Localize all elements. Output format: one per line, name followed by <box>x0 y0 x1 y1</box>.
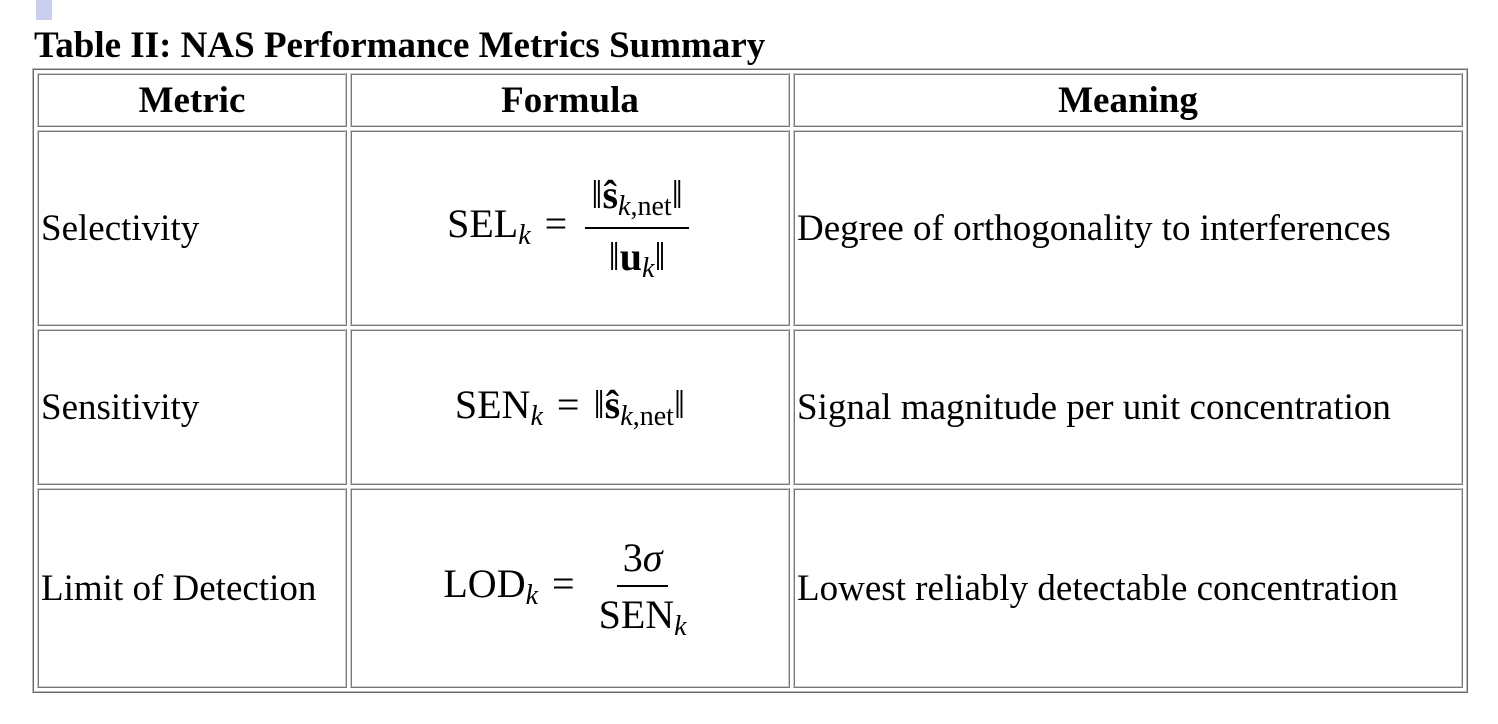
denominator: SENk <box>593 587 693 643</box>
denominator: ‖uk‖ <box>602 229 671 285</box>
formula-lhs: LODk <box>443 561 538 611</box>
table-row: Sensitivity SENk = ‖ŝk,net‖ Signal magnitude… <box>37 329 1463 485</box>
formula-equals: = <box>556 382 580 427</box>
fraction: 3σ SENk <box>593 534 693 643</box>
formula-part: k <box>518 220 531 252</box>
formula-part: k <box>620 401 633 432</box>
formula-part: 3 <box>622 534 643 580</box>
formula-part: σ <box>642 534 663 580</box>
formula-part: ‖ <box>671 172 683 217</box>
formula-rhs: ‖ŝk,net‖ <box>593 382 686 432</box>
formula-part: k <box>525 580 539 612</box>
formula-part: ‖ <box>593 382 605 427</box>
formula-equals: = <box>552 561 575 607</box>
numerator: 3σ <box>616 534 669 587</box>
formula-part: ‖ <box>654 234 666 279</box>
formula-part: u <box>619 234 642 279</box>
formula-cell: SENk = ‖ŝk,net‖ <box>350 329 790 485</box>
table: Metric Formula Meaning Selectivity SELk = ‖ŝk… <box>32 68 1468 693</box>
table-row: Selectivity SELk = ‖ŝk,net‖ ‖uk‖ Degree of or… <box>37 130 1463 326</box>
formula-part: SEN <box>454 382 531 427</box>
formula-lhs: SELk <box>447 201 531 251</box>
formula-part: ‖ <box>591 172 603 217</box>
meaning-cell: Degree of orthogonality to interferences <box>793 130 1463 326</box>
formula-part: ‖ <box>608 234 620 279</box>
formula-part: ,net <box>632 401 674 432</box>
formula-part: LOD <box>443 561 526 607</box>
formula-part: ŝ <box>604 382 621 427</box>
formula-part: k <box>530 401 543 432</box>
marker <box>36 0 52 20</box>
metric-cell: Selectivity <box>37 130 347 326</box>
table-body: Selectivity SELk = ‖ŝk,net‖ ‖uk‖ Degree of or… <box>37 130 1463 688</box>
meaning-cell: Signal magnitude per unit concentration <box>793 329 1463 485</box>
metric-cell: Sensitivity <box>37 329 347 485</box>
formula-part: SEN <box>598 591 675 637</box>
fraction: ‖ŝk,net‖ ‖uk‖ <box>585 171 689 285</box>
column-header: Meaning <box>793 73 1463 127</box>
formula-part: ŝ <box>602 172 619 217</box>
table-title: Table II: NAS Performance Metrics Summar… <box>34 25 766 66</box>
formula-part: SEL <box>447 201 519 247</box>
formula-part: k <box>641 253 655 284</box>
formula-part: k <box>674 610 687 642</box>
formula-part: ‖ <box>673 382 686 427</box>
header-row: Metric Formula Meaning <box>37 73 1463 127</box>
formula-cell: LODk = 3σ SENk <box>350 488 790 688</box>
formula-part: ,net <box>630 191 672 222</box>
column-header: Metric <box>37 73 347 127</box>
column-header: Formula <box>350 73 790 127</box>
formula-cell: SELk = ‖ŝk,net‖ ‖uk‖ <box>350 130 790 326</box>
metric-cell: Limit of Detection <box>37 488 347 688</box>
meaning-cell: Lowest reliably detectable concentration <box>793 488 1463 688</box>
formula-equals: = <box>544 201 568 247</box>
formula-part: k <box>618 191 631 222</box>
formula-lhs: SENk <box>454 382 543 432</box>
table-row: Limit of Detection LODk = 3σ SENk Lowest reli… <box>37 488 1463 688</box>
numerator: ‖ŝk,net‖ <box>585 171 689 229</box>
